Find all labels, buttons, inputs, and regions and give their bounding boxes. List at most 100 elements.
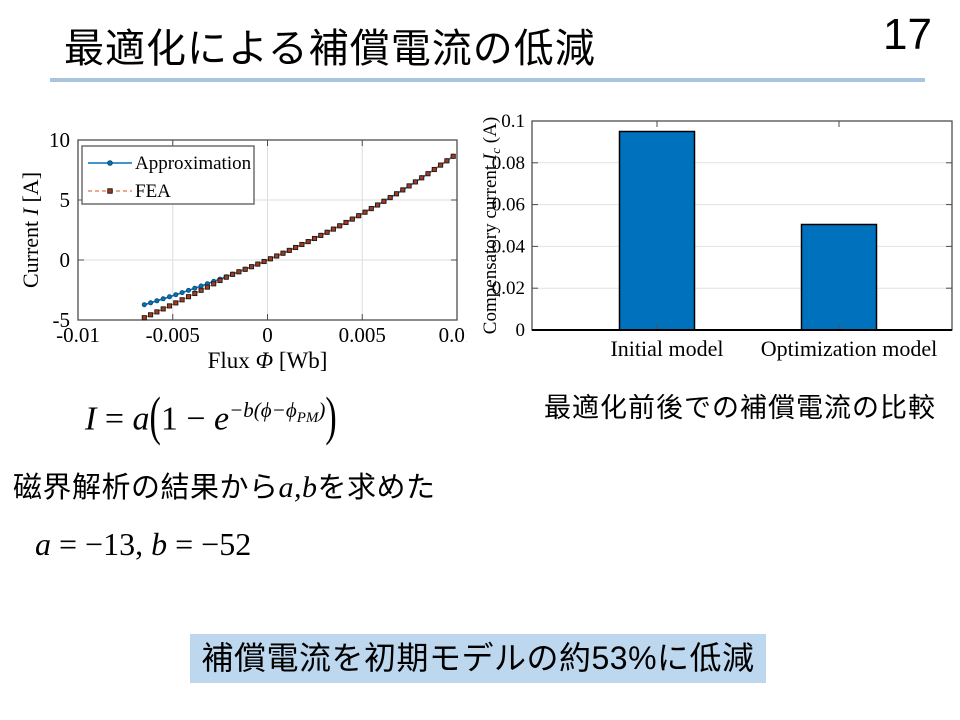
- fea-marker: [242, 266, 248, 272]
- plot-box: [531, 120, 953, 331]
- fea-marker: [185, 294, 192, 300]
- analysis-note: 磁界解析の結果からa,bを求めた: [13, 464, 436, 506]
- page-number: 17: [883, 10, 932, 59]
- approximation-marker: [198, 283, 204, 289]
- fea-marker: [324, 229, 330, 235]
- fea-marker: [406, 183, 412, 189]
- legend-approx-marker: [107, 160, 113, 166]
- fea-marker: [173, 300, 179, 306]
- fea-marker: [387, 195, 393, 201]
- fea-marker: [343, 219, 349, 226]
- note-prefix: 磁界解析の結果から: [13, 472, 279, 504]
- bar-chart-svg: 0 0.02 0.04 0.06 0.08 0.1 Initial model Optimiz…: [480, 111, 953, 361]
- formula-rparen: ): [325, 387, 337, 447]
- fea-marker: [311, 235, 318, 242]
- fea-marker: [248, 264, 255, 270]
- x-tick-label: 0: [262, 323, 273, 347]
- fea-marker: [425, 171, 431, 177]
- y-tick-label: 0.02: [492, 278, 525, 299]
- x-tick-label: 0.005: [339, 323, 386, 347]
- fea-marker: [337, 223, 343, 229]
- approximation-marker: [160, 296, 166, 302]
- formula-coeff: a: [132, 400, 150, 438]
- category-label: Initial model: [610, 336, 723, 361]
- note-variables: a,b: [278, 471, 318, 504]
- fea-marker: [267, 256, 273, 262]
- fea-marker: [299, 241, 305, 248]
- approximation-marker: [148, 300, 154, 306]
- fea-marker: [154, 309, 160, 315]
- line-chart-svg: Approximation FEA -0.01 -0.005 0 0.005 0.01 -5 0…: [18, 128, 475, 373]
- flux-current-line-chart: Approximation FEA -0.01 -0.005 0 0.005 0.01 -5 0…: [18, 118, 475, 380]
- fea-marker: [444, 158, 450, 164]
- fea-marker: [280, 250, 286, 256]
- approximation-marker: [192, 285, 198, 291]
- fea-marker: [261, 258, 267, 265]
- fea-marker: [438, 162, 444, 168]
- title-underline: [50, 78, 925, 82]
- fea-marker: [166, 303, 173, 309]
- fea-marker: [148, 312, 154, 318]
- y-axis-label: Compensatory current Ic (A): [482, 117, 503, 334]
- fea-marker: [236, 269, 242, 275]
- y-tick-label: 0.04: [492, 236, 526, 257]
- legend-box: [81, 145, 255, 205]
- formula-exp-base: e: [214, 400, 230, 438]
- fea-marker: [400, 187, 406, 193]
- bar-optimization-model: [800, 223, 878, 331]
- approximation-marker: [166, 294, 172, 300]
- y-axis-label: Current I [A]: [22, 172, 43, 288]
- y-tick-label: 0: [60, 248, 71, 272]
- fea-marker: [198, 287, 204, 293]
- fitted-parameters: a = −13, b = −52: [35, 526, 252, 562]
- fea-marker: [330, 226, 336, 232]
- formula-lparen: (: [149, 387, 161, 447]
- fea-marker: [393, 191, 400, 197]
- note-suffix: を求めた: [317, 472, 436, 504]
- fea-marker: [255, 261, 261, 267]
- fea-marker: [450, 153, 456, 159]
- fea-marker: [431, 166, 437, 173]
- y-tick-label: 5: [60, 188, 71, 212]
- fea-marker: [141, 315, 147, 321]
- y-tick-label: -5: [53, 308, 71, 332]
- y-tick-label: 0.1: [501, 111, 525, 132]
- current-flux-formula: I = a(1 − e−b(ϕ−ϕPM)): [85, 388, 337, 447]
- y-tick-label: 10: [49, 128, 70, 152]
- approximation-marker: [173, 292, 179, 298]
- legend-fea-label: FEA: [135, 181, 171, 202]
- x-tick-label: 0.01: [439, 323, 467, 347]
- legend-fea-marker: [107, 188, 113, 194]
- fea-marker: [211, 281, 217, 287]
- fea-marker: [286, 247, 292, 253]
- fea-marker: [318, 232, 324, 238]
- fea-marker: [412, 179, 418, 185]
- x-tick-label: -0.01: [56, 323, 100, 347]
- x-tick-label: -0.005: [146, 323, 200, 347]
- bar-chart-caption: 最適化前後での補償電流の比較: [544, 393, 936, 423]
- formula-equals: =: [96, 400, 133, 438]
- fea-marker: [204, 284, 210, 290]
- formula-lhs: I: [85, 400, 97, 438]
- approximation-marker: [185, 287, 191, 293]
- fea-marker: [192, 290, 198, 297]
- category-label: Optimization model: [761, 336, 938, 361]
- fea-marker: [293, 244, 299, 251]
- fea-marker: [375, 202, 381, 208]
- formula-exp-subscript: PM: [296, 410, 319, 427]
- fea-marker: [217, 277, 223, 284]
- fea-marker: [179, 297, 185, 303]
- legend-approx-label: Approximation: [135, 153, 252, 174]
- approximation-marker: [179, 290, 185, 296]
- slide-title: 最適化による補償電流の低減: [64, 27, 596, 71]
- fea-marker: [419, 175, 425, 181]
- approximation-marker: [141, 302, 147, 308]
- conclusion-highlight: 補償電流を初期モデルの約53%に低減: [190, 634, 766, 683]
- fea-marker: [349, 216, 355, 222]
- y-tick-label: 0: [516, 320, 526, 341]
- formula-exponent: −b(ϕ−ϕPM): [229, 398, 326, 427]
- fea-marker: [274, 253, 280, 259]
- fea-marker: [230, 271, 236, 277]
- formula-body: 1 −: [160, 400, 215, 438]
- y-tick-label: 0.08: [492, 153, 525, 174]
